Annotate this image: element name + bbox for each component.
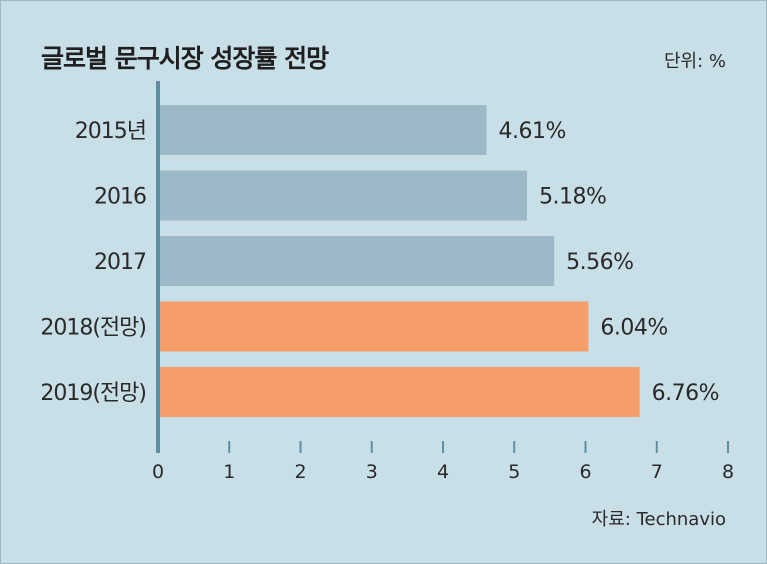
bar — [158, 301, 589, 352]
x-tick-label: 5 — [508, 461, 520, 483]
data-label: 4.61% — [498, 119, 565, 144]
source-label: 자료: Technavio — [591, 509, 726, 530]
category-label: 2017 — [94, 250, 146, 275]
data-label: 6.04% — [600, 316, 667, 341]
bar — [158, 236, 555, 286]
x-axis: 0 1 2 3 4 5 6 7 8 — [152, 441, 734, 483]
x-tick-label: 1 — [223, 461, 235, 483]
x-tick-label: 0 — [152, 461, 164, 483]
bars-layer: 2015년 4.61% 2016 5.18% 2017 5.56% 2018(전망) 6.04… — [40, 105, 720, 417]
data-label: 5.18% — [539, 185, 606, 210]
bar — [158, 367, 640, 417]
category-label: 2019(전망) — [40, 381, 146, 406]
x-tick-label: 8 — [722, 461, 734, 483]
x-tick-label: 7 — [651, 461, 663, 483]
bar — [158, 170, 528, 221]
x-tick-label: 4 — [437, 461, 449, 483]
data-label: 6.76% — [652, 381, 719, 406]
bar — [158, 105, 487, 155]
unit-label: 단위: % — [663, 51, 726, 72]
category-label: 2016 — [94, 185, 146, 210]
x-tick-label: 6 — [579, 461, 591, 483]
data-label: 5.56% — [566, 250, 633, 275]
x-tick-label: 2 — [294, 461, 306, 483]
category-label: 2015년 — [75, 119, 146, 144]
x-tick-label: 3 — [366, 461, 378, 483]
chart-title: 글로벌 문구시장 성장률 전망 — [41, 44, 329, 73]
category-label: 2018(전망) — [40, 316, 146, 341]
